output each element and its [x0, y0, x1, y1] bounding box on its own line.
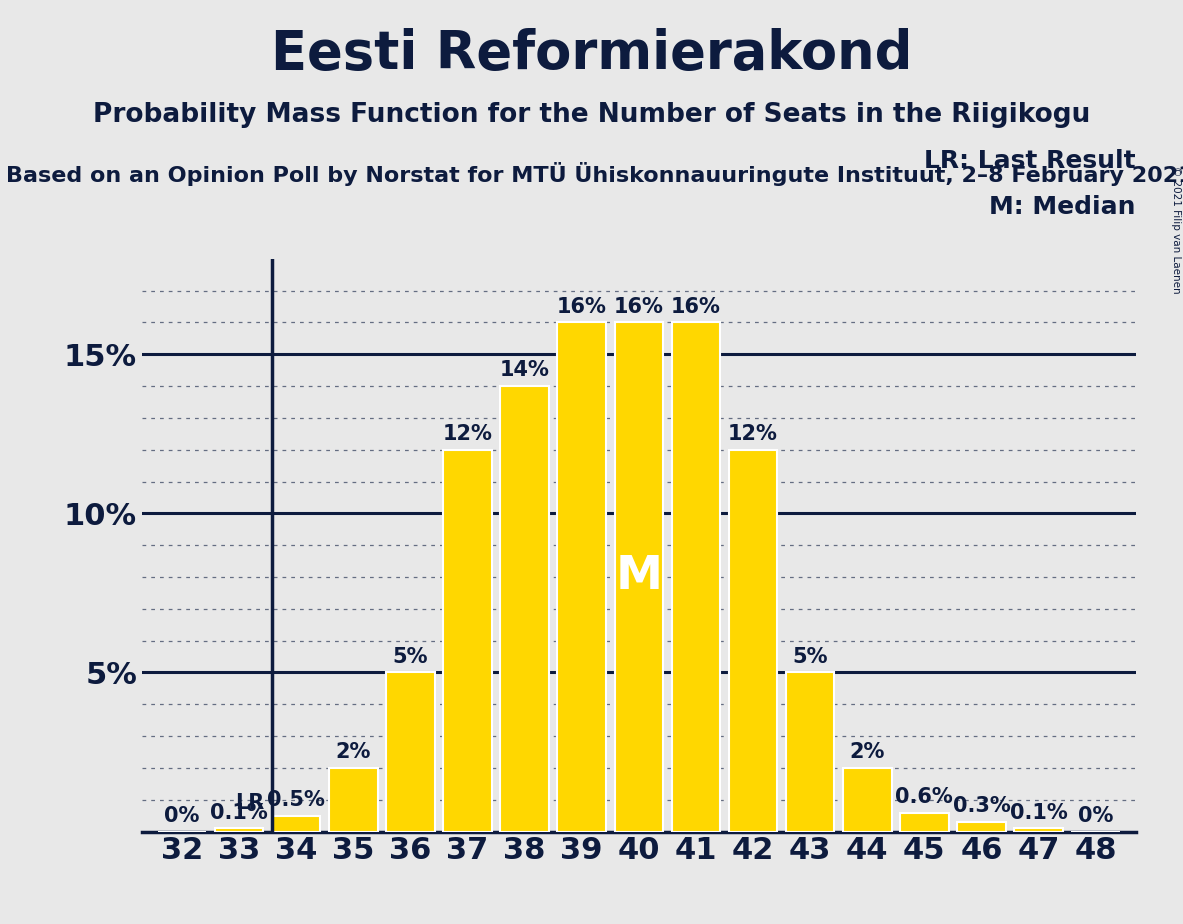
Text: © 2021 Filip van Laenen: © 2021 Filip van Laenen	[1171, 166, 1181, 294]
Text: 0%: 0%	[164, 806, 200, 826]
Bar	[444, 450, 492, 832]
Bar	[500, 386, 549, 832]
Text: 0.1%: 0.1%	[1010, 803, 1067, 822]
Bar	[386, 673, 434, 832]
Bar	[900, 812, 949, 832]
Bar	[786, 673, 834, 832]
Text: 16%: 16%	[557, 297, 607, 317]
Bar	[957, 822, 1006, 832]
Bar	[557, 322, 606, 832]
Bar	[272, 816, 321, 832]
Text: 16%: 16%	[671, 297, 720, 317]
Text: 5%: 5%	[793, 647, 828, 667]
Text: 16%: 16%	[614, 297, 664, 317]
Bar	[729, 450, 777, 832]
Text: 12%: 12%	[442, 424, 492, 444]
Text: 14%: 14%	[499, 360, 550, 381]
Text: Probability Mass Function for the Number of Seats in the Riigikogu: Probability Mass Function for the Number…	[92, 102, 1091, 128]
Bar	[672, 322, 720, 832]
Bar	[614, 322, 664, 832]
Text: Eesti Reformierakond: Eesti Reformierakond	[271, 28, 912, 79]
Text: 0.1%: 0.1%	[211, 803, 267, 822]
Text: 5%: 5%	[393, 647, 428, 667]
Bar	[215, 829, 264, 832]
Text: 0%: 0%	[1078, 806, 1113, 826]
Bar	[329, 768, 377, 832]
Text: 0.5%: 0.5%	[267, 790, 325, 810]
Bar	[843, 768, 892, 832]
Text: M: M	[615, 554, 662, 600]
Text: 0.3%: 0.3%	[952, 796, 1010, 816]
Text: LR: Last Result: LR: Last Result	[924, 149, 1136, 173]
Text: Based on an Opinion Poll by Norstat for MTÜ Ühiskonnauuringute Instituut, 2–8 Fe: Based on an Opinion Poll by Norstat for …	[6, 162, 1183, 186]
Text: M: Median: M: Median	[989, 195, 1136, 219]
Text: 2%: 2%	[849, 742, 885, 762]
Text: 2%: 2%	[336, 742, 371, 762]
Text: LR: LR	[235, 793, 265, 812]
Bar	[1014, 829, 1062, 832]
Text: 0.6%: 0.6%	[896, 786, 953, 807]
Text: 12%: 12%	[728, 424, 778, 444]
